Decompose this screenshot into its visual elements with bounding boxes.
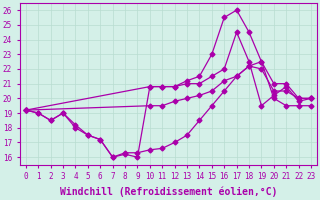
X-axis label: Windchill (Refroidissement éolien,°C): Windchill (Refroidissement éolien,°C) [60, 187, 277, 197]
